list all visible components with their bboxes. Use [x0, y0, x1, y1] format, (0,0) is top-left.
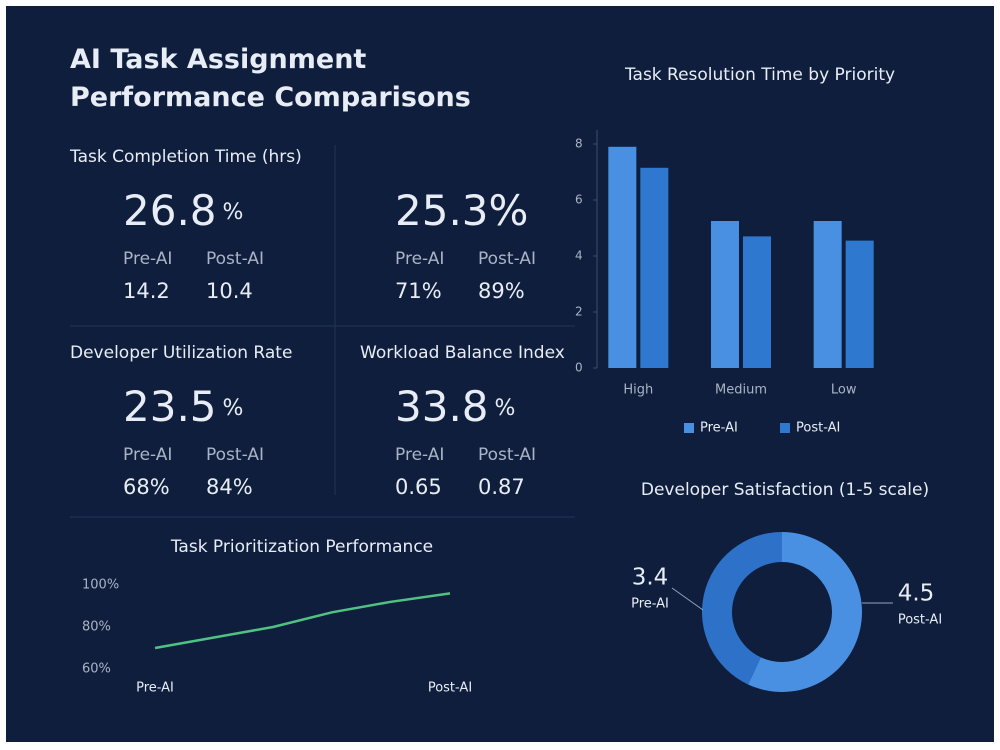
- donut-segment: [748, 532, 862, 693]
- kpi-value: 26.8%: [123, 186, 243, 235]
- kpi-unit: %: [223, 396, 244, 421]
- pre-label: Pre-AI: [395, 249, 444, 269]
- x-tick-label: Pre-AI: [136, 681, 174, 696]
- post-label: Post-AI: [206, 249, 264, 269]
- donut-segment: [702, 532, 782, 685]
- legend-label: Post-AI: [796, 421, 840, 436]
- pre-label: Pre-AI: [395, 445, 444, 465]
- post-value: 89%: [478, 279, 525, 303]
- kpi-number: 26.8: [123, 186, 217, 235]
- dashboard-title: AI Task Assignment Performance Comparison…: [70, 44, 471, 113]
- bar: [813, 221, 842, 368]
- y-tick-label: 0: [575, 361, 583, 375]
- kpi-number: 23.5: [123, 382, 217, 431]
- legend-swatch: [684, 423, 694, 433]
- post-value: 0.87: [478, 475, 525, 499]
- bar: [845, 240, 874, 368]
- donut-category-label: Post-AI: [898, 613, 942, 628]
- pre-label: Pre-AI: [123, 445, 172, 465]
- post-label: Post-AI: [478, 445, 536, 465]
- background: [6, 6, 994, 742]
- pre-value: 14.2: [123, 279, 170, 303]
- kpi-number: 33.8: [395, 382, 489, 431]
- y-tick-label: 80%: [82, 620, 111, 635]
- post-value: 10.4: [206, 279, 253, 303]
- kpi-label: Developer Utilization Rate: [70, 343, 292, 363]
- bar: [608, 146, 637, 368]
- legend-swatch: [780, 423, 790, 433]
- donut-value-label: 4.5: [898, 581, 935, 607]
- leader-line: [671, 587, 704, 611]
- donut-value-label: 3.4: [632, 565, 669, 591]
- chart-title: Task Resolution Time by Priority: [624, 65, 895, 85]
- x-tick-label: Medium: [715, 383, 767, 398]
- post-label: Post-AI: [206, 445, 264, 465]
- chart-title: Developer Satisfaction (1-5 scale): [641, 480, 929, 500]
- x-tick-label: Low: [831, 383, 857, 398]
- kpi-value: 33.8%: [395, 382, 515, 431]
- pre-value: 71%: [395, 279, 442, 303]
- y-tick-label: 4: [575, 249, 583, 263]
- y-tick-label: 60%: [82, 662, 111, 677]
- y-tick-label: 6: [575, 193, 583, 207]
- y-tick-label: 100%: [82, 578, 119, 593]
- kpi-value: 23.5%: [123, 382, 243, 431]
- y-tick-label: 8: [575, 137, 583, 151]
- kpi-unit: %: [223, 200, 244, 225]
- post-label: Post-AI: [478, 249, 536, 269]
- x-tick-label: Post-AI: [428, 681, 472, 696]
- bar: [743, 236, 771, 368]
- bar: [711, 221, 739, 368]
- post-value: 84%: [206, 475, 253, 499]
- legend-label: Pre-AI: [700, 421, 738, 436]
- chart-title: Task Prioritization Performance: [170, 537, 433, 557]
- pre-value: 68%: [123, 475, 170, 499]
- kpi-unit: %: [495, 396, 516, 421]
- y-tick-label: 2: [575, 305, 583, 319]
- pre-value: 0.65: [395, 475, 442, 499]
- pre-label: Pre-AI: [123, 249, 172, 269]
- line: [154, 592, 451, 650]
- donut-category-label: Pre-AI: [631, 597, 669, 612]
- kpi-number: 25.3%: [395, 186, 528, 235]
- x-tick-label: High: [623, 383, 653, 398]
- kpi-value: 25.3%: [395, 186, 528, 235]
- kpi-label: Task Completion Time (hrs): [69, 147, 302, 167]
- bar: [640, 167, 669, 368]
- kpi-label: Workload Balance Index: [360, 343, 565, 363]
